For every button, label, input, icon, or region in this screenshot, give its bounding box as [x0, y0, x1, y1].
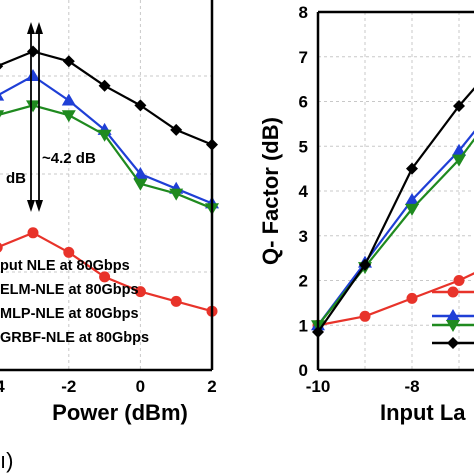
right-series-1-point — [406, 292, 418, 304]
right-x-label: Input La — [380, 400, 466, 425]
left-tick-labels: -4 -2 0 2 — [0, 377, 217, 396]
left-series-3-point — [133, 178, 148, 191]
right-series-line-4 — [317, 87, 474, 333]
right-y-tick-label: 8 — [299, 3, 308, 22]
right-series-3-point — [405, 203, 419, 216]
legend-entry-3: MLP-NLE at 80Gbps — [0, 306, 139, 322]
left-x-tick-label: -2 — [61, 377, 76, 396]
legend-entry-1: put NLE at 80Gbps — [0, 258, 130, 274]
left-series — [0, 45, 219, 317]
left-x-tick-label: 2 — [207, 377, 216, 396]
left-series-4-point — [134, 99, 147, 112]
right-y-tick-label: 5 — [299, 137, 308, 156]
left-series-3-point — [61, 110, 76, 123]
left-series-1-point — [170, 295, 182, 307]
right-y-tick-label: 1 — [299, 316, 308, 335]
right-y-tick-label: 6 — [299, 93, 308, 112]
left-x-tick-label: -4 — [0, 377, 5, 396]
left-series-1-point — [0, 242, 3, 253]
legend-entry-2: ELM-NLE at 80Gbps — [0, 282, 139, 298]
right-grid — [318, 12, 474, 370]
right-series-2-point — [405, 192, 419, 205]
annotation-db: dB — [6, 170, 26, 187]
right-x-tick-label: -10 — [306, 377, 331, 396]
left-series-4-point — [27, 45, 39, 58]
right-legend-marker-1 — [447, 286, 459, 298]
left-x-tick-label: 0 — [136, 377, 145, 396]
legend-entry-4: GRBF-NLE at 80Gbps — [0, 330, 149, 346]
left-series-1-point — [99, 271, 111, 283]
right-y-label: Q- Factor (dB) — [258, 117, 283, 265]
right-series-1-point — [453, 275, 465, 286]
right-y-tick-label: 4 — [299, 182, 309, 201]
left-series-2-point — [133, 167, 148, 179]
left-series-3-point — [26, 100, 40, 113]
left-series-2-point — [0, 93, 5, 101]
right-legend — [432, 286, 474, 349]
right-x-tick-label: -8 — [404, 377, 419, 396]
annotation-4-2db: ~4.2 dB — [42, 150, 96, 167]
arrow-head-top-right — [35, 22, 43, 34]
left-series-4-point — [170, 123, 183, 136]
right-series-4-point — [406, 162, 418, 175]
arrow-head-top-left — [27, 22, 35, 34]
left-series-4-point — [0, 62, 4, 70]
left-x-label: Power (dBm) — [52, 400, 188, 425]
right-y-tick-label: 2 — [299, 272, 308, 291]
left-series-2-point — [61, 93, 76, 106]
right-legend-marker-2 — [446, 309, 460, 321]
left-legend: put NLE at 80Gbps ELM-NLE at 80Gbps MLP-… — [0, 258, 149, 346]
caption-fragment: ı) — [0, 448, 13, 473]
right-series-4-point — [453, 99, 465, 112]
right-y-tick-label: 3 — [299, 227, 308, 246]
left-series-3-point — [97, 129, 112, 142]
left-series-1-point — [63, 246, 75, 258]
left-series-3-point — [0, 110, 5, 118]
left-series-1-point — [134, 286, 146, 298]
left-panel: -4 -2 0 2 Power (dBm) ~4.2 dB dB put NLE at… — [0, 0, 219, 425]
right-series-3-point — [452, 154, 466, 167]
left-series-3-point — [169, 188, 184, 201]
right-series-line-1 — [317, 272, 474, 327]
right-legend-marker-4 — [447, 337, 459, 349]
right-series-4-point — [359, 258, 371, 271]
right-y-tick-label: 0 — [299, 361, 308, 380]
arrow-head-bottom-right — [35, 200, 43, 212]
left-series-4-point — [98, 79, 111, 92]
right-legend-marker-3 — [446, 320, 460, 332]
left-series-1-point — [27, 227, 39, 239]
right-series-line-2 — [317, 130, 474, 326]
left-series-2-point — [26, 69, 40, 81]
right-series-2-point — [452, 143, 466, 156]
right-series-1-point — [359, 310, 371, 322]
arrow-head-bottom-left — [27, 200, 35, 212]
left-series-4-point — [62, 55, 75, 68]
right-y-tick-label: 7 — [299, 48, 308, 67]
